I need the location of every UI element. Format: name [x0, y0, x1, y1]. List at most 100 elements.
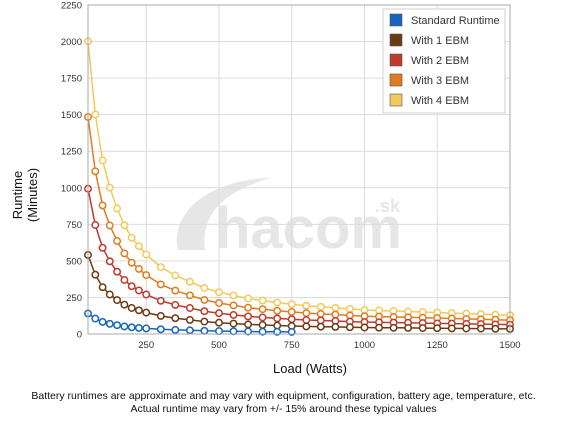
plot-frame — [87, 4, 511, 335]
data-point — [200, 284, 209, 292]
y-tick-label: 0 — [77, 330, 82, 341]
data-point — [98, 201, 107, 210]
x-axis-title: Load (Watts) — [273, 361, 347, 376]
data-point — [185, 304, 194, 312]
legend-label: With 2 EBM — [411, 55, 469, 67]
data-point — [273, 314, 282, 323]
data-point — [258, 321, 267, 329]
data-point — [215, 309, 223, 318]
data-point — [287, 307, 296, 316]
data-point — [316, 309, 325, 318]
data-point — [134, 286, 143, 295]
data-point — [91, 270, 100, 279]
series-layer — [84, 37, 514, 336]
data-point — [105, 221, 114, 230]
data-point — [185, 277, 194, 286]
data-point — [113, 237, 122, 245]
data-point — [491, 324, 500, 333]
data-point — [105, 319, 114, 328]
data-point — [389, 323, 398, 332]
chart-legend: Standard Runtime With 1 EBM With 2 EBM With… — [382, 8, 506, 114]
data-point — [316, 322, 325, 331]
data-point — [229, 291, 238, 300]
data-point — [331, 303, 340, 312]
data-point — [120, 322, 129, 331]
data-point — [171, 286, 180, 295]
data-point — [200, 307, 209, 316]
data-point — [258, 296, 267, 305]
data-point — [142, 290, 151, 299]
data-point — [156, 325, 165, 334]
data-point — [127, 258, 136, 267]
data-point — [134, 242, 143, 251]
data-point — [127, 323, 136, 332]
data-point — [91, 314, 100, 323]
data-point — [229, 310, 238, 319]
data-point — [91, 221, 100, 229]
legend-swatch — [389, 33, 403, 47]
data-point — [171, 271, 180, 280]
data-point — [127, 233, 136, 242]
data-point — [156, 280, 165, 289]
data-point — [105, 183, 114, 192]
data-point — [127, 282, 136, 291]
data-point — [200, 326, 209, 335]
series-line — [87, 254, 511, 330]
legend-swatch — [389, 13, 403, 27]
data-point — [476, 324, 485, 333]
y-tick-label: 1250 — [61, 147, 82, 158]
series-0 — [84, 309, 296, 336]
data-point — [120, 221, 129, 230]
legend-swatch — [389, 93, 403, 107]
data-point — [433, 324, 442, 333]
y-axis-title: Runtime (Minutes) — [10, 168, 40, 222]
x-tick-label: 1250 — [427, 340, 448, 351]
data-point — [105, 290, 114, 299]
data-point — [244, 327, 253, 336]
data-point — [120, 276, 129, 284]
data-point — [120, 300, 129, 309]
x-tick-label: 500 — [211, 340, 227, 351]
data-point — [287, 300, 296, 309]
y-tick-label: 1750 — [61, 74, 82, 85]
data-point — [113, 204, 122, 213]
data-point — [113, 296, 122, 305]
data-point — [331, 322, 340, 331]
data-point — [156, 311, 165, 320]
series-line — [87, 116, 511, 321]
y-axis-title-line-2: (Minutes) — [25, 168, 40, 222]
data-point — [258, 305, 267, 314]
data-point — [105, 257, 114, 266]
y-tick-label: 2000 — [61, 37, 82, 48]
data-point — [462, 324, 471, 333]
x-tick-label: 1000 — [354, 340, 375, 351]
data-point — [229, 319, 238, 328]
data-point — [171, 300, 180, 309]
caption-line-2: Actual runtime may vary from +/- 15% aro… — [130, 403, 437, 415]
data-point — [215, 327, 223, 336]
y-axis: 0 250 500 750 1000 1250 1500 1750 2000 2250 — [61, 1, 82, 341]
data-point — [98, 283, 107, 292]
data-point — [91, 167, 100, 176]
data-point — [156, 263, 165, 272]
data-point — [302, 322, 311, 331]
x-tick-label: 1500 — [499, 340, 520, 351]
data-point — [200, 295, 209, 304]
data-point — [120, 249, 129, 258]
series-line — [87, 188, 511, 326]
series-2 — [84, 184, 514, 329]
legend-box — [382, 8, 506, 114]
data-point — [142, 324, 151, 333]
x-axis: 250 500 750 1000 1250 1500 — [138, 340, 520, 351]
data-point — [229, 301, 238, 310]
data-point — [98, 243, 107, 252]
data-point — [418, 324, 427, 333]
data-point — [244, 303, 253, 312]
y-tick-label: 1000 — [61, 183, 82, 194]
data-point — [360, 323, 369, 332]
caption-line-1: Battery runtimes are approximate and may… — [31, 390, 536, 402]
data-point — [273, 327, 282, 336]
data-point — [134, 323, 143, 332]
data-point — [244, 312, 253, 321]
data-point — [345, 311, 354, 320]
